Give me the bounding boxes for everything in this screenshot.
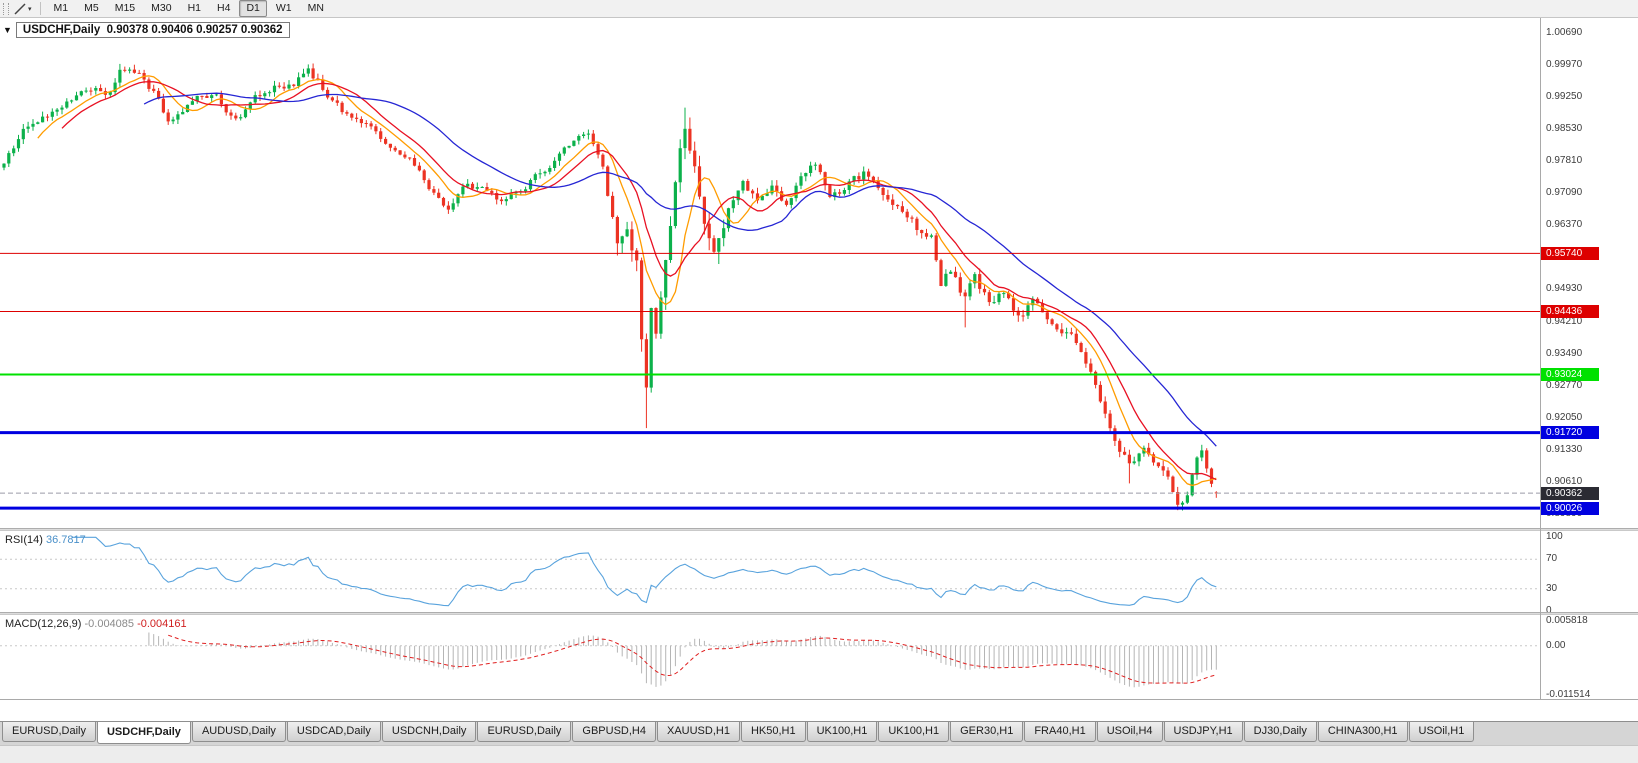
timeframe-button-w1[interactable]: W1 bbox=[275, 2, 292, 14]
chart-tab-gbpusd-h4[interactable]: GBPUSD,H4 bbox=[572, 722, 656, 742]
macd-header: MACD(12,26,9) -0.004085 -0.004161 bbox=[5, 618, 187, 630]
chart-tab-usdcnh-daily[interactable]: USDCNH,Daily bbox=[381, 722, 477, 742]
chart-title: ▼ USDCHF,Daily 0.90378 0.90406 0.90257 0… bbox=[3, 22, 290, 38]
timeframe-buttons: M1 M5 M15 M30 H1 H4 D1 W1 MN bbox=[46, 0, 332, 17]
symbol-ohlc-box: USDCHF,Daily 0.90378 0.90406 0.90257 0.9… bbox=[15, 22, 290, 38]
price-tick-label: 0.97090 bbox=[1546, 187, 1583, 199]
rsi-pane-splitter[interactable] bbox=[0, 528, 1638, 531]
timeframe-button-m1[interactable]: M1 bbox=[53, 2, 69, 14]
macd-scale-label: 0.00 bbox=[1546, 639, 1566, 651]
hline-price-label: 0.90026 bbox=[1541, 501, 1599, 515]
rsi-scale-label: 30 bbox=[1546, 582, 1558, 594]
chart-tab-usdjpy-h1[interactable]: USDJPY,H1 bbox=[1163, 722, 1243, 742]
rsi-scale-label: 70 bbox=[1546, 553, 1558, 565]
price-tick-label: 0.91330 bbox=[1546, 443, 1583, 455]
price-tick-label: 0.90610 bbox=[1546, 476, 1583, 488]
chart-ohlc-values: 0.90378 0.90406 0.90257 0.90362 bbox=[106, 24, 283, 36]
price-tick-label: 0.92050 bbox=[1546, 411, 1583, 423]
chart-tab-audusd-daily[interactable]: AUDUSD,Daily bbox=[191, 722, 286, 742]
chart-tab-xauusd-h1[interactable]: XAUUSD,H1 bbox=[656, 722, 740, 742]
toolbar-separator bbox=[39, 2, 41, 15]
price-tick-label: 0.97810 bbox=[1546, 155, 1583, 167]
macd-label: MACD(12,26,9) bbox=[5, 618, 82, 630]
timeframe-button-mn[interactable]: MN bbox=[307, 2, 324, 14]
chart-tab-usoil-h4[interactable]: USOil,H4 bbox=[1096, 722, 1163, 742]
price-tick-label: 0.99250 bbox=[1546, 90, 1583, 102]
price-tick-label: 0.98530 bbox=[1546, 123, 1583, 134]
time-scale[interactable] bbox=[0, 699, 1638, 721]
one-click-trading-toggle[interactable]: ▼ bbox=[3, 25, 12, 35]
chart-symbol-period: USDCHF,Daily bbox=[22, 24, 101, 36]
price-tick-label: 0.94930 bbox=[1546, 283, 1583, 295]
price-tick-label: 0.94210 bbox=[1546, 315, 1583, 327]
chart-tab-china300-h1[interactable]: CHINA300,H1 bbox=[1317, 722, 1408, 742]
chart-tab-fra40-h1[interactable]: FRA40,H1 bbox=[1024, 722, 1096, 742]
rsi-level-lines bbox=[0, 558, 1540, 590]
price-tick-label: 1.00690 bbox=[1546, 26, 1583, 38]
rsi-header: RSI(14) 36.7817 bbox=[5, 534, 86, 546]
price-tick-label: 0.93490 bbox=[1546, 347, 1583, 359]
hline-price-label: 0.95740 bbox=[1541, 246, 1599, 260]
chart-tab-ger30-h1[interactable]: GER30,H1 bbox=[950, 722, 1024, 742]
chart-tab-usoil-h1[interactable]: USOil,H1 bbox=[1408, 722, 1475, 742]
price-tick-label: 0.99970 bbox=[1546, 58, 1583, 70]
chart-tab-hk50-h1[interactable]: HK50,H1 bbox=[740, 722, 806, 742]
chart-tab-uk100-h1[interactable]: UK100,H1 bbox=[878, 722, 950, 742]
macd-pane-splitter[interactable] bbox=[0, 612, 1638, 615]
rsi-label: RSI(14) bbox=[5, 534, 43, 546]
macd-scale-label: -0.011514 bbox=[1546, 688, 1591, 700]
macd-signal-value: -0.004161 bbox=[137, 618, 187, 630]
macd-scale-label: 0.005818 bbox=[1546, 614, 1588, 626]
rsi-value: 36.7817 bbox=[45, 534, 86, 546]
macd-main-value: -0.004085 bbox=[84, 618, 135, 630]
timeframes-toolbar: ▾ M1 M5 M15 M30 H1 H4 D1 W1 MN bbox=[0, 0, 1638, 18]
chart-tab-eurusd-daily[interactable]: EURUSD,Daily bbox=[2, 722, 96, 742]
chart-tab-bar: EURUSD,Daily USDCHF,Daily AUDUSD,Daily USDC… bbox=[0, 721, 1638, 745]
timeframe-button-h1[interactable]: H1 bbox=[187, 2, 202, 14]
timeframe-button-h4[interactable]: H4 bbox=[217, 2, 231, 14]
price-tick-label: 0.92770 bbox=[1546, 379, 1583, 391]
moving-averages bbox=[37, 75, 1217, 487]
hline-price-label: 0.93024 bbox=[1541, 367, 1599, 381]
macd-histogram bbox=[148, 632, 1217, 688]
chart-tab-eurusd-daily[interactable]: EURUSD,Daily bbox=[477, 722, 572, 742]
chart-tab-usdchf-daily[interactable]: USDCHF,Daily bbox=[96, 722, 191, 744]
timeframe-button-m15[interactable]: M15 bbox=[114, 2, 136, 14]
macd-signal-line bbox=[168, 634, 1217, 684]
rsi-scale-label: 100 bbox=[1546, 531, 1563, 542]
timeframe-button-m30[interactable]: M30 bbox=[151, 2, 172, 14]
chart-tab-usdcad-daily[interactable]: USDCAD,Daily bbox=[286, 722, 381, 742]
hline-price-label: 0.94436 bbox=[1541, 305, 1599, 319]
rsi-line bbox=[71, 536, 1217, 607]
price-tick-label: 0.96370 bbox=[1546, 219, 1583, 231]
chart-tab-dj30-daily[interactable]: DJ30,Daily bbox=[1243, 722, 1317, 742]
timeframe-button-m5[interactable]: M5 bbox=[84, 2, 99, 14]
chevron-down-icon[interactable]: ▾ bbox=[28, 5, 32, 13]
chart-tab-uk100-h1[interactable]: UK100,H1 bbox=[806, 722, 878, 742]
trendline-tool-icon[interactable] bbox=[13, 2, 27, 16]
timeframe-button-d1[interactable]: D1 bbox=[239, 0, 267, 17]
status-bar bbox=[0, 745, 1638, 763]
rsi-scale-label: 0 bbox=[1546, 605, 1552, 616]
current-price-label: 0.90362 bbox=[1541, 486, 1599, 500]
hline-price-label: 0.91720 bbox=[1541, 426, 1599, 440]
toolbar-grip[interactable] bbox=[3, 2, 9, 15]
price-scale-border bbox=[1540, 18, 1541, 699]
